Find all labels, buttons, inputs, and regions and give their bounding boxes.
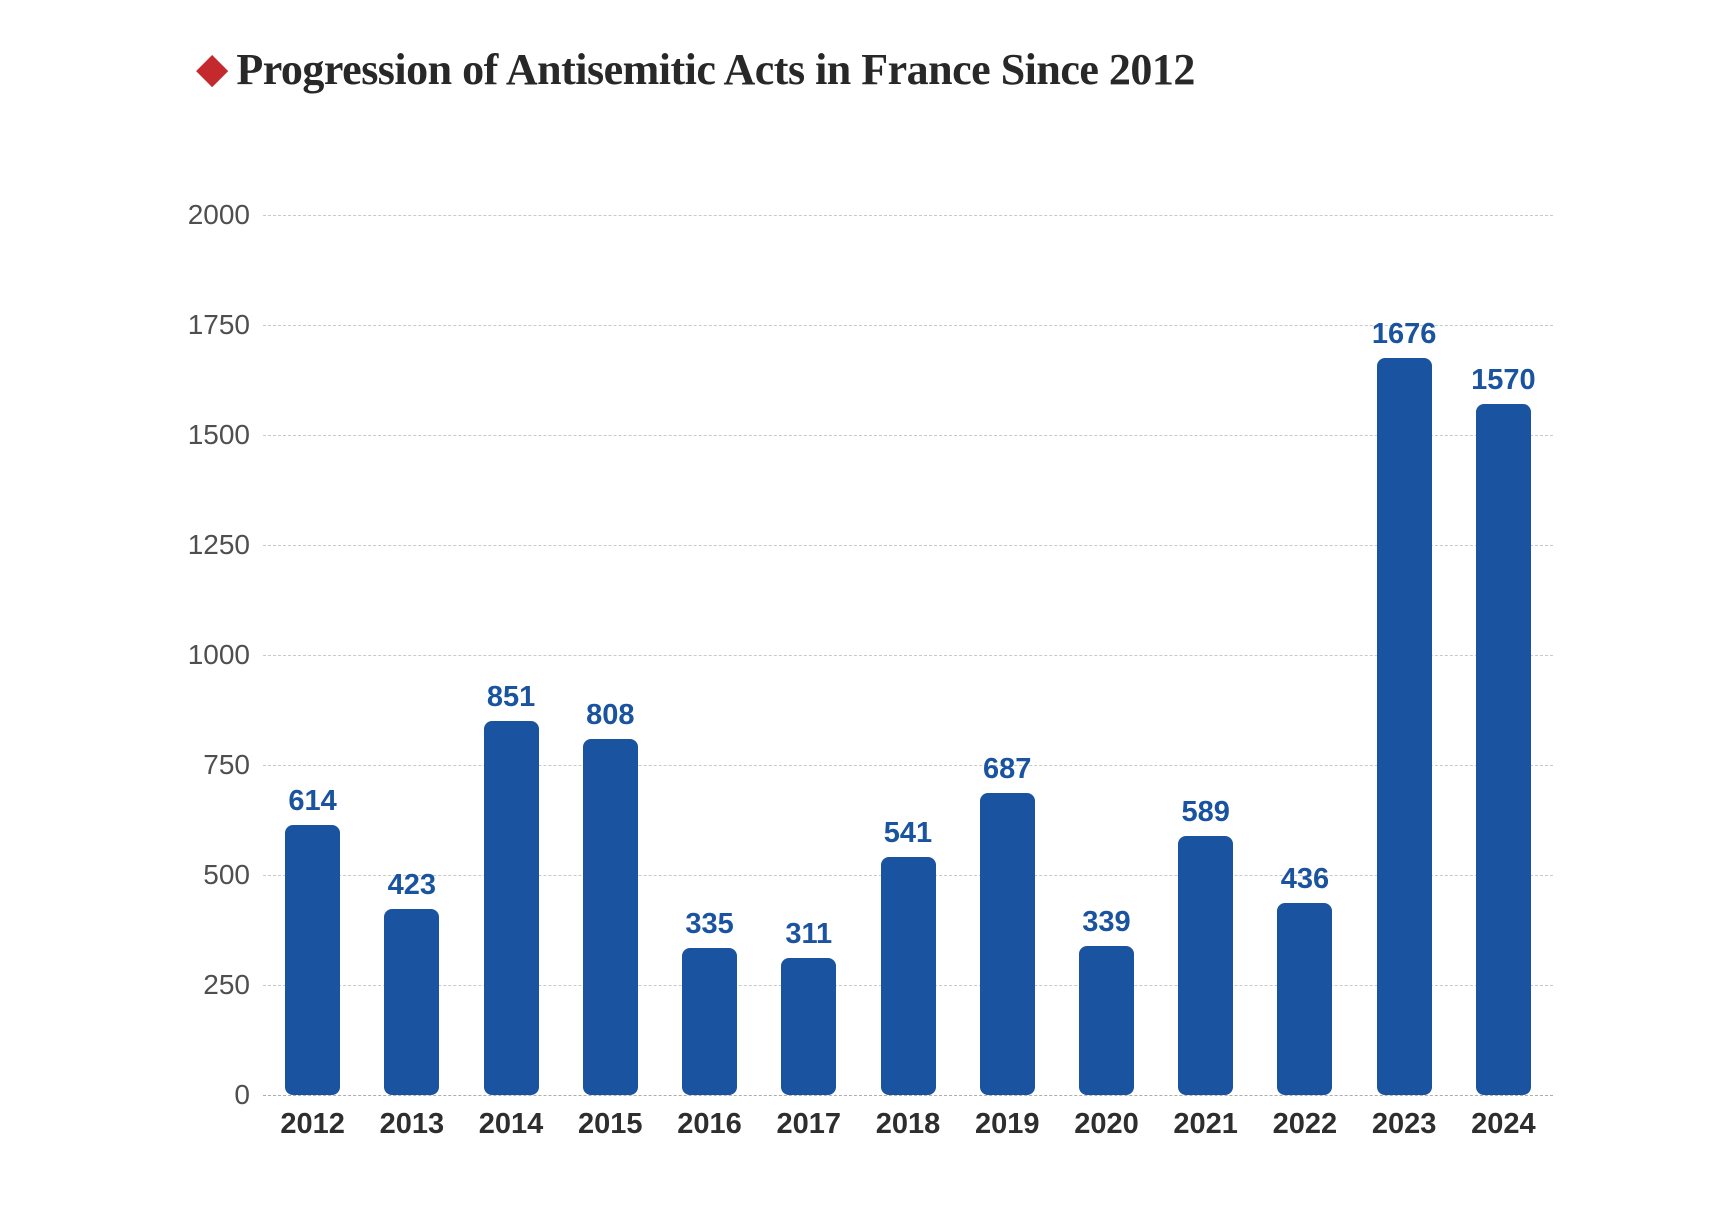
bar-value-label: 851 [486,680,536,713]
x-axis-tick-label: 2017 [776,1108,842,1140]
gridline [263,215,1553,216]
gridline [263,325,1553,326]
x-axis-tick-label: 2018 [875,1108,941,1140]
bar-2015 [582,739,638,1095]
x-axis-baseline [263,1095,1553,1096]
bar-value-label: 808 [586,699,635,732]
y-axis-tick-label: 0 [234,1079,250,1110]
x-axis-tick-label: 2019 [974,1108,1040,1140]
page-title: Progression of Antisemitic Acts in Franc… [236,45,1195,94]
x-axis-tick-label: 2024 [1471,1108,1536,1140]
gridline [263,435,1553,436]
x-axis-tick-label: 2022 [1272,1108,1338,1140]
diamond-icon: ◆ [196,43,229,91]
x-axis-tick-label: 2016 [677,1108,742,1140]
bar-value-label: 311 [785,918,833,951]
bar-2012 [285,824,341,1095]
bar-value-label: 687 [983,752,1032,785]
bar-2023 [1376,357,1432,1095]
bar-2018 [880,856,936,1095]
bar-value-label: 614 [288,784,337,817]
y-axis-tick-label: 1750 [187,309,250,340]
bar-2016 [682,947,738,1095]
y-axis-tick-label: 500 [203,859,250,890]
bar-value-label: 423 [387,868,437,901]
bar-2014 [483,720,539,1095]
bar-2017 [781,958,837,1095]
bar-value-label: 1570 [1471,364,1536,397]
bar-value-label: 1676 [1371,317,1437,350]
bar-value-label: 339 [1082,905,1131,938]
gridline [263,765,1553,766]
y-axis-tick-label: 750 [203,749,250,780]
bar-value-label: 335 [685,907,734,940]
y-axis-tick-label: 2000 [187,199,250,230]
x-axis-tick-label: 2012 [280,1108,345,1140]
bar-2019 [979,792,1035,1095]
x-axis-tick-label: 2014 [478,1108,544,1140]
bar-value-label: 541 [883,816,933,849]
bar-2022 [1277,903,1333,1095]
y-axis-tick-label: 1250 [187,529,250,560]
bar-2024 [1475,404,1531,1095]
y-axis-tick-label: 1500 [187,419,250,450]
chart-title-row: ◆ Progression of Antisemitic Acts in Fra… [196,44,1195,95]
y-axis-tick-label: 1000 [187,639,250,670]
gridline [263,655,1553,656]
plot-area: 0 250 500 750 1000 1250 1500 1750 2000 614 2012 423… [188,199,1553,1140]
x-axis-tick-label: 2015 [578,1108,643,1140]
y-axis-tick-label: 250 [203,969,250,1000]
bar-2020 [1078,945,1134,1095]
bar-value-label: 436 [1280,863,1330,896]
bar-value-label: 589 [1181,795,1230,828]
x-axis-tick-label: 2013 [379,1108,445,1140]
x-axis-tick-label: 2023 [1371,1108,1437,1140]
gridline [263,545,1553,546]
bar-2021 [1178,835,1234,1095]
bar-2013 [384,908,440,1095]
x-axis-tick-label: 2021 [1173,1108,1238,1140]
x-axis-tick-label: 2020 [1074,1108,1139,1140]
